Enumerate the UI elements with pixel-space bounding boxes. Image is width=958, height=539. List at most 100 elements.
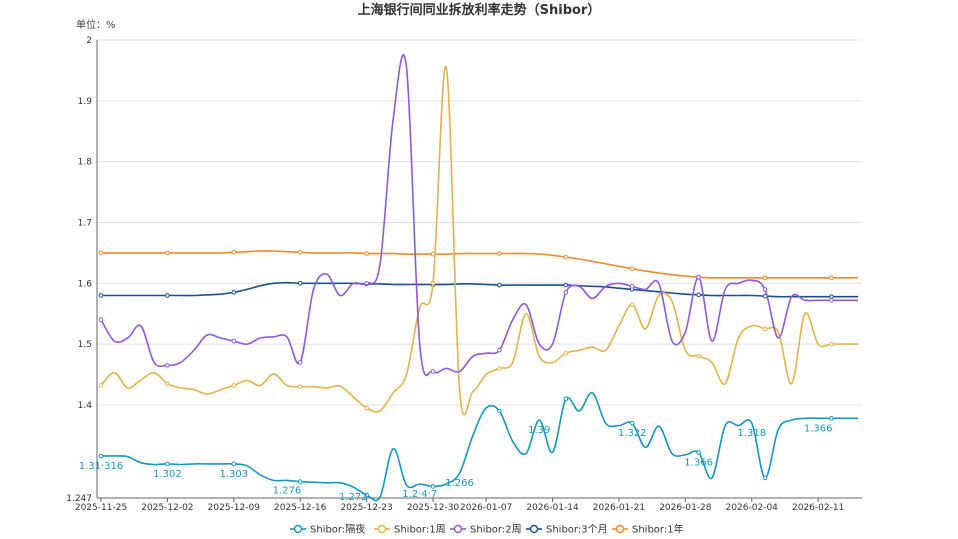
legend-item-4[interactable]: Shibor:1年: [612, 523, 684, 536]
y-tick-label: 1.5: [78, 340, 92, 350]
series-line-0: [100, 391, 858, 502]
data-point[interactable]: [430, 369, 436, 374]
data-point[interactable]: [231, 249, 237, 255]
legend-label: Shibor:隔夜: [310, 523, 365, 536]
data-point[interactable]: [762, 326, 768, 332]
data-label: 1.366: [684, 457, 713, 468]
data-point[interactable]: [297, 280, 303, 286]
y-tick-label: 1.6: [78, 279, 93, 289]
data-point[interactable]: [297, 360, 303, 365]
data-point[interactable]: [829, 294, 834, 299]
data-point[interactable]: [497, 408, 502, 414]
x-tick-label: 2025-12-09: [208, 503, 261, 513]
data-point[interactable]: [563, 396, 569, 402]
legend-item-3[interactable]: Shibor:3个月: [526, 524, 608, 536]
legend-label: Shibor:1年: [632, 523, 684, 536]
x-tick-label: 2025-12-16: [274, 503, 327, 513]
data-label: 1.276: [273, 485, 302, 496]
series-line-1: [100, 65, 858, 416]
data-point[interactable]: [165, 293, 170, 298]
x-tick-label: 2026-01-14: [526, 503, 579, 513]
data-point[interactable]: [430, 484, 436, 489]
data-point[interactable]: [98, 317, 104, 323]
data-point[interactable]: [696, 353, 701, 359]
data-point[interactable]: [762, 275, 768, 281]
data-point[interactable]: [563, 290, 569, 295]
data-point[interactable]: [98, 293, 104, 298]
data-point[interactable]: [297, 479, 303, 484]
legend-marker: [293, 524, 303, 534]
data-point[interactable]: [364, 405, 369, 411]
series-lines: [98, 54, 858, 502]
data-point[interactable]: [430, 280, 436, 286]
data-point[interactable]: [231, 383, 237, 388]
data-point[interactable]: [829, 275, 834, 281]
legend-marker: [615, 524, 625, 534]
data-label: 1.366: [804, 423, 833, 434]
legend: Shibor:隔夜 Shibor:1周 Shibor:2周 Shibor:3个月 Shi…: [290, 523, 684, 536]
data-point[interactable]: [98, 453, 104, 459]
data-point[interactable]: [762, 287, 768, 292]
x-tick-label: 2025-12-02: [141, 503, 193, 513]
legend-item-2[interactable]: Shibor:2周: [450, 524, 522, 536]
y-tick-label: 1.9: [78, 97, 93, 107]
x-tick-label: 2026-02-11: [792, 503, 844, 513]
y-tick-label: 1.8: [78, 158, 93, 168]
legend-item-0[interactable]: Shibor:隔夜: [290, 523, 365, 536]
data-point[interactable]: [829, 416, 834, 421]
data-point[interactable]: [231, 338, 237, 344]
data-point[interactable]: [762, 475, 768, 481]
data-point[interactable]: [629, 302, 635, 307]
data-point[interactable]: [629, 284, 635, 289]
legend-marker: [377, 524, 387, 534]
y-tick-label: 1.4: [78, 401, 93, 411]
data-point[interactable]: [563, 350, 569, 356]
data-point[interactable]: [165, 381, 170, 386]
data-point[interactable]: [297, 384, 303, 389]
data-point[interactable]: [829, 341, 834, 347]
y-tick-label: 1.7: [78, 218, 92, 228]
data-point[interactable]: [696, 450, 701, 455]
data-label: 1.272: [339, 492, 368, 503]
legend-item-1[interactable]: Shibor:1周: [374, 524, 446, 536]
data-label: 1.302: [153, 469, 182, 480]
grid-lines: [97, 39, 862, 406]
data-label: 1.318: [737, 428, 766, 439]
data-point[interactable]: [231, 461, 237, 467]
data-point[interactable]: [563, 254, 569, 260]
x-tick-label: 2026-01-21: [593, 503, 645, 513]
data-point[interactable]: [696, 292, 701, 298]
data-point[interactable]: [364, 280, 369, 286]
data-point[interactable]: [629, 420, 635, 426]
x-tick-label: 2025-12-23: [340, 503, 392, 513]
data-point[interactable]: [364, 492, 369, 498]
data-point[interactable]: [696, 274, 701, 280]
series-line-4: [101, 250, 858, 279]
data-point[interactable]: [829, 298, 834, 303]
legend-label: Shibor:2周: [470, 524, 522, 536]
legend-marker: [453, 524, 463, 534]
data-point[interactable]: [165, 250, 170, 256]
data-point[interactable]: [165, 461, 170, 467]
data-point[interactable]: [497, 347, 502, 353]
data-point[interactable]: [231, 290, 237, 295]
chart-title: 上海银行间同业拆放利率走势（Shibor）: [358, 2, 601, 18]
data-point[interactable]: [98, 250, 104, 256]
data-point[interactable]: [98, 383, 104, 388]
data-point[interactable]: [497, 282, 502, 288]
data-point[interactable]: [497, 251, 502, 256]
data-point[interactable]: [497, 366, 502, 371]
data-label: 1.31·316: [79, 461, 124, 472]
legend-marker: [529, 524, 539, 534]
data-point[interactable]: [165, 363, 170, 368]
x-tick-label: 2025-11-25: [75, 503, 127, 513]
data-label: 1.2·4·7: [402, 489, 437, 500]
data-point[interactable]: [629, 266, 635, 271]
data-point[interactable]: [364, 251, 369, 256]
data-label: 1.39: [528, 425, 550, 436]
data-point[interactable]: [297, 249, 303, 255]
data-point[interactable]: [563, 282, 569, 288]
data-label: 1.322: [618, 428, 647, 439]
